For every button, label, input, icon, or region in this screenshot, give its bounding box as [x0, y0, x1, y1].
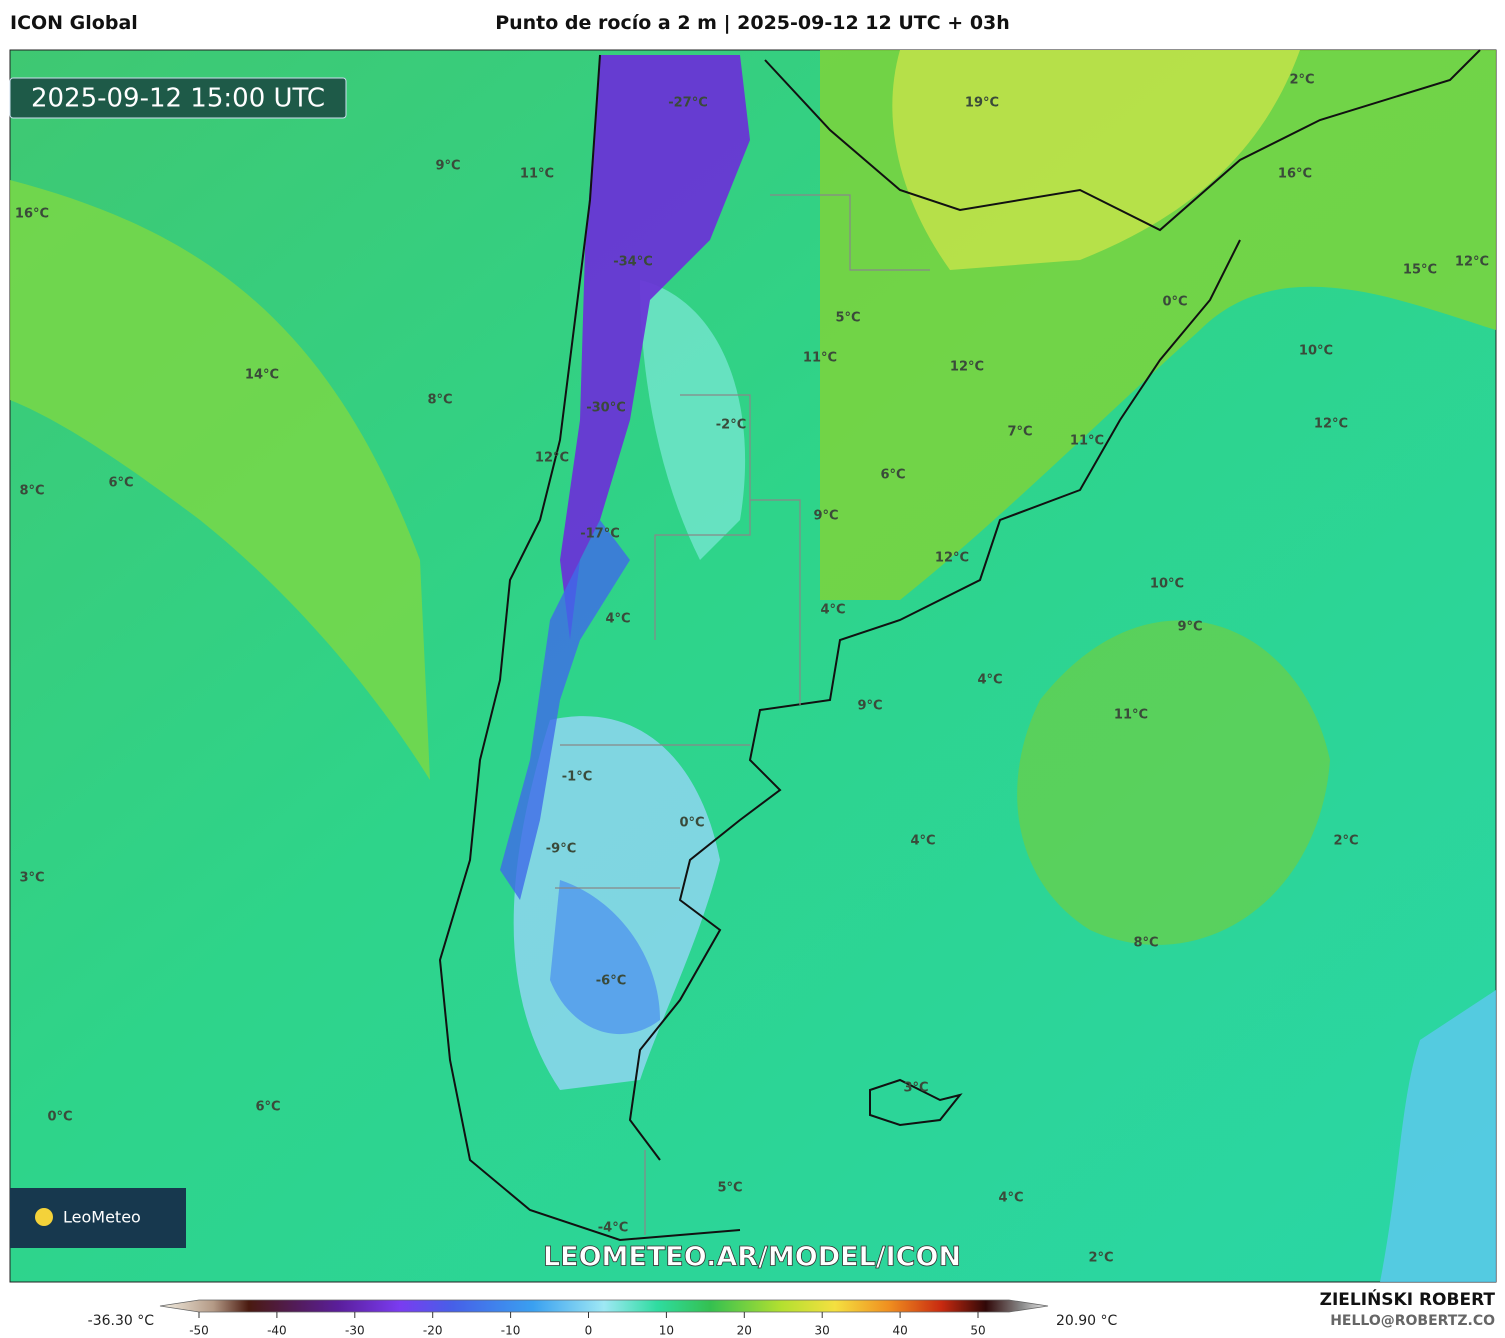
colorbar: -36.30 °C 20.90 °C -50 -40 -30 -20 -10 0 10 20 3…	[88, 1299, 1118, 1338]
map-label: 8°C	[19, 484, 44, 499]
map-label: -27°C	[668, 96, 708, 111]
map-label: 0°C	[1162, 295, 1187, 310]
legend-tick-label: -50	[189, 1324, 209, 1338]
map-label: 6°C	[108, 476, 133, 491]
map-label: 11°C	[1114, 708, 1148, 723]
legend-tick-label: 50	[970, 1324, 985, 1338]
map-label: 9°C	[1177, 620, 1202, 635]
valid-time: 2025-09-12 15:00 UTC	[31, 84, 325, 114]
author: ZIELIŃSKI ROBERT	[1319, 1290, 1495, 1310]
map-label: 11°C	[803, 351, 837, 366]
legend-tick-label: 10	[659, 1324, 674, 1338]
map-label: 4°C	[998, 1191, 1023, 1206]
map-label: 9°C	[813, 509, 838, 524]
coastline	[438, 49, 1481, 1242]
map-label: 9°C	[435, 159, 460, 174]
map-label: 6°C	[880, 468, 905, 483]
legend-tick-label: 0	[585, 1324, 593, 1338]
map-label: 9°C	[857, 699, 882, 714]
map-label: 2°C	[1088, 1251, 1113, 1266]
map-label: 11°C	[520, 167, 554, 182]
map-label: -34°C	[613, 255, 653, 270]
map-label: 15°C	[1403, 263, 1437, 278]
map-label: 7°C	[1007, 425, 1032, 440]
map-label: 16°C	[1278, 167, 1312, 182]
map-label: -9°C	[546, 842, 576, 857]
legend-max: 20.90 °C	[1056, 1313, 1118, 1329]
map-label: 3°C	[903, 1081, 928, 1096]
map-label: 16°C	[15, 207, 49, 222]
map-label: 0°C	[679, 816, 704, 831]
map-labels: -27°C -34°C -30°C -17°C 12°C 11°C 9°C 16°C 14°C 8…	[15, 73, 1489, 1266]
map-label: 4°C	[820, 603, 845, 618]
legend-tick-label: 20	[737, 1324, 752, 1338]
model-name: ICON Global	[10, 12, 138, 34]
logo: LeoMeteo	[10, 1188, 186, 1248]
legend-tick-label: 40	[892, 1324, 907, 1338]
time-badge: 2025-09-12 15:00 UTC	[9, 77, 347, 119]
map-label: -30°C	[586, 401, 626, 416]
map-label: -2°C	[716, 418, 746, 433]
map-label: -17°C	[580, 527, 620, 542]
map-label: 8°C	[427, 393, 452, 408]
map-label: 2°C	[1289, 73, 1314, 88]
map-label: 4°C	[910, 834, 935, 849]
map-field	[9, 49, 1497, 1283]
map-label: 8°C	[1133, 936, 1158, 951]
map-label: 14°C	[245, 368, 279, 383]
map-label: 12°C	[535, 451, 569, 466]
map-label: 12°C	[935, 551, 969, 566]
map-label: 4°C	[605, 612, 630, 627]
map-label: 6°C	[255, 1100, 280, 1115]
map-label: 4°C	[977, 673, 1002, 688]
contact: HELLO@ROBERTZ.CO	[1330, 1313, 1495, 1329]
map-label: 5°C	[835, 311, 860, 326]
map-label: -1°C	[562, 770, 592, 785]
map-label: 2°C	[1333, 834, 1358, 849]
map-label: -6°C	[596, 974, 626, 989]
legend-tick-label: 30	[815, 1324, 830, 1338]
map-label: 12°C	[1314, 417, 1348, 432]
map-label: 12°C	[1455, 255, 1489, 270]
legend-tick-label: -30	[345, 1324, 365, 1338]
map-label: 0°C	[47, 1110, 72, 1125]
watermark: LEOMETEO.AR/MODEL/ICON	[543, 1242, 961, 1273]
legend-tick-label: -20	[423, 1324, 443, 1338]
map-label: 10°C	[1299, 344, 1333, 359]
map-title: Punto de rocío a 2 m | 2025-09-12 12 UTC…	[495, 12, 1010, 34]
legend-tick-label: -40	[267, 1324, 287, 1338]
map-label: 10°C	[1150, 577, 1184, 592]
map-label: 5°C	[717, 1181, 742, 1196]
map-label: 11°C	[1070, 434, 1104, 449]
legend-min: -36.30 °C	[88, 1313, 155, 1329]
map-label: 12°C	[950, 360, 984, 375]
logo-text: LeoMeteo	[63, 1208, 141, 1227]
legend-tick-label: -10	[501, 1324, 521, 1338]
map-label: 3°C	[19, 871, 44, 886]
map-label: -4°C	[598, 1221, 628, 1236]
map-label: 19°C	[965, 96, 999, 111]
borders	[555, 194, 930, 1235]
